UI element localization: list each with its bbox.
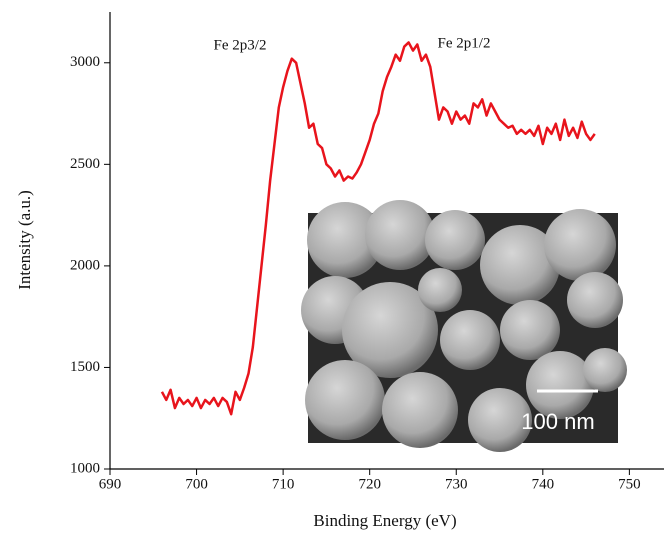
y-tick-label: 2000 [70,257,100,273]
x-tick-label: 750 [618,476,641,492]
y-tick-label: 1000 [70,460,100,476]
chart: 100 nm Fe 2p3/2 Fe 2p1/2 Binding Energy … [0,0,664,533]
y-tick-label: 2500 [70,156,100,172]
x-axis-label: Binding Energy (eV) [313,511,456,530]
scale-bar-label: 100 nm [521,409,594,434]
annotation: Fe 2p3/2 [214,37,267,53]
x-tick-label: 730 [445,476,468,492]
x-tick-label: 720 [358,476,381,492]
x-tick-label: 740 [532,476,555,492]
y-axis-label: Intensity (a.u.) [15,190,34,290]
y-tick-label: 3000 [70,54,100,70]
y-tick-label: 1500 [70,359,100,375]
x-tick-label: 700 [185,476,208,492]
sem-inset: 100 nm [301,200,627,452]
x-tick-label: 690 [99,476,122,492]
x-tick-label: 710 [272,476,295,492]
annotation: Fe 2p1/2 [438,35,491,51]
